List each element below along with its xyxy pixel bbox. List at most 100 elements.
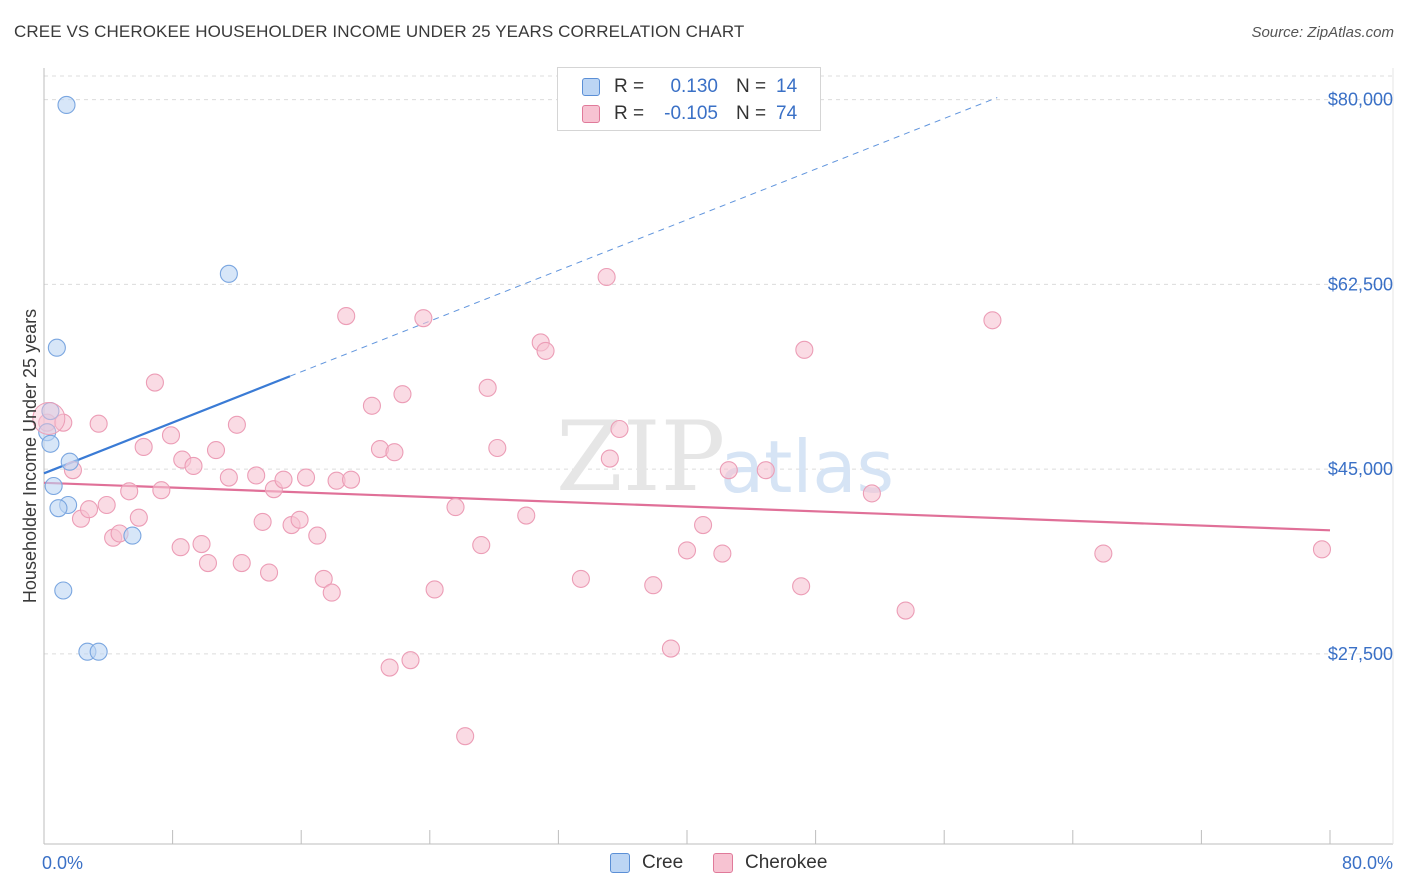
cherokee-point: [472, 536, 491, 555]
cree-swatch: [582, 78, 600, 96]
series-legend: Cree Cherokee: [0, 852, 1406, 876]
data-points: [32, 95, 1332, 746]
axis-labels: Householder Income Under 25 years $27,50…: [20, 90, 1393, 873]
correlation-legend: R = 0.130 N = 14 R = -0.105 N = 74: [557, 67, 821, 131]
cherokee-point: [600, 449, 619, 468]
cree-point: [44, 476, 63, 496]
cherokee-point: [219, 468, 238, 487]
trend-lines: [43, 97, 1331, 532]
legend-item-cherokee[interactable]: Cherokee: [713, 852, 827, 874]
cherokee-point: [694, 516, 713, 535]
watermark-zip: ZIP: [556, 401, 725, 513]
cherokee-point: [610, 419, 629, 439]
cherokee-point: [192, 535, 211, 554]
cherokee-point: [571, 569, 590, 588]
cherokee-point: [456, 727, 475, 746]
legend-row-cree: R = 0.130 N = 14: [582, 76, 797, 98]
cherokee-point: [89, 414, 108, 433]
cherokee-point: [232, 554, 251, 573]
cherokee-point: [253, 512, 272, 531]
cherokee-point: [756, 461, 775, 480]
y-tick-label: $62,500: [1328, 274, 1393, 294]
cherokee-point: [677, 541, 697, 560]
x-tick-label-max: 80.0%: [1342, 853, 1393, 873]
cherokee-point: [644, 576, 663, 595]
cree-trend-extension: [289, 97, 998, 377]
cherokee-point: [145, 373, 164, 392]
cherokee-point: [184, 456, 203, 475]
cherokee-point: [896, 601, 915, 620]
cherokee-point: [296, 468, 316, 487]
cherokee-point: [792, 577, 811, 596]
cherokee-point: [120, 482, 139, 501]
legend-row-cherokee: R = -0.105 N = 74: [582, 103, 797, 125]
cherokee-point: [152, 481, 171, 500]
cherokee-point: [314, 569, 333, 588]
cree-legend-label: Cree: [642, 852, 684, 873]
cherokee-n-value: 74: [776, 103, 798, 124]
cree-point: [60, 452, 79, 471]
cherokee-point: [206, 441, 226, 460]
cherokee-point: [54, 413, 73, 432]
source-label: Source: ZipAtlas.com: [1251, 24, 1394, 41]
r-label: R =: [614, 103, 645, 124]
axes: [43, 68, 1394, 845]
zipatlas-watermark: ZIP atlas: [556, 401, 894, 513]
y-axis-title: Householder Income Under 25 years: [20, 309, 40, 603]
cherokee-point: [227, 415, 246, 434]
cherokee-r-value: -0.105: [664, 103, 718, 124]
cherokee-point: [862, 484, 881, 503]
cherokee-point: [478, 378, 497, 397]
cherokee-point: [536, 341, 555, 360]
cherokee-point: [401, 651, 420, 670]
legend-item-cree[interactable]: Cree: [610, 852, 683, 874]
cherokee-point: [341, 470, 361, 489]
cherokee-point: [393, 385, 412, 404]
cherokee-point: [362, 396, 381, 415]
cherokee-swatch: [582, 105, 600, 123]
cherokee-point: [597, 267, 616, 287]
cherokee-point: [1312, 540, 1332, 559]
cree-point: [89, 642, 108, 661]
cherokee-point: [795, 340, 814, 359]
cree-point: [123, 526, 142, 545]
cherokee-point: [385, 443, 404, 462]
cherokee-point: [129, 508, 148, 527]
cree-legend-swatch: [610, 853, 630, 873]
cherokee-point: [1094, 544, 1113, 563]
cherokee-point: [983, 311, 1002, 330]
cherokee-point: [97, 495, 116, 515]
cherokee-point: [171, 538, 190, 557]
cherokee-point: [322, 583, 341, 602]
cherokee-point: [719, 461, 738, 480]
cherokee-point: [290, 510, 309, 529]
cree-point: [41, 434, 60, 453]
x-tick-label-min: 0.0%: [42, 853, 83, 873]
cree-point: [57, 95, 76, 114]
cherokee-point: [79, 500, 99, 519]
cherokee-point: [274, 470, 293, 489]
cree-n-value: 14: [776, 76, 798, 97]
cherokee-legend-swatch: [713, 853, 733, 873]
y-tick-label: $45,000: [1328, 459, 1393, 479]
cree-trend-line: [43, 375, 291, 475]
cherokee-point: [380, 658, 399, 677]
cree-point: [47, 338, 66, 357]
y-tick-label: $80,000: [1328, 90, 1393, 110]
n-label: N =: [736, 76, 767, 97]
chart-title: CREE VS CHEROKEE HOUSEHOLDER INCOME UNDE…: [14, 22, 745, 41]
cherokee-point: [134, 437, 153, 456]
cherokee-point: [446, 498, 465, 517]
cherokee-point: [198, 554, 218, 573]
cherokee-point: [337, 307, 356, 326]
n-label: N =: [736, 103, 767, 124]
cree-r-value: 0.130: [670, 76, 718, 97]
cherokee-point: [259, 563, 279, 582]
cree-point: [49, 499, 68, 518]
cherokee-point: [308, 526, 327, 545]
cherokee-trend-line: [43, 481, 1331, 532]
cherokee-point: [161, 426, 181, 445]
cherokee-point: [661, 639, 680, 658]
cherokee-legend-label: Cherokee: [745, 852, 828, 873]
